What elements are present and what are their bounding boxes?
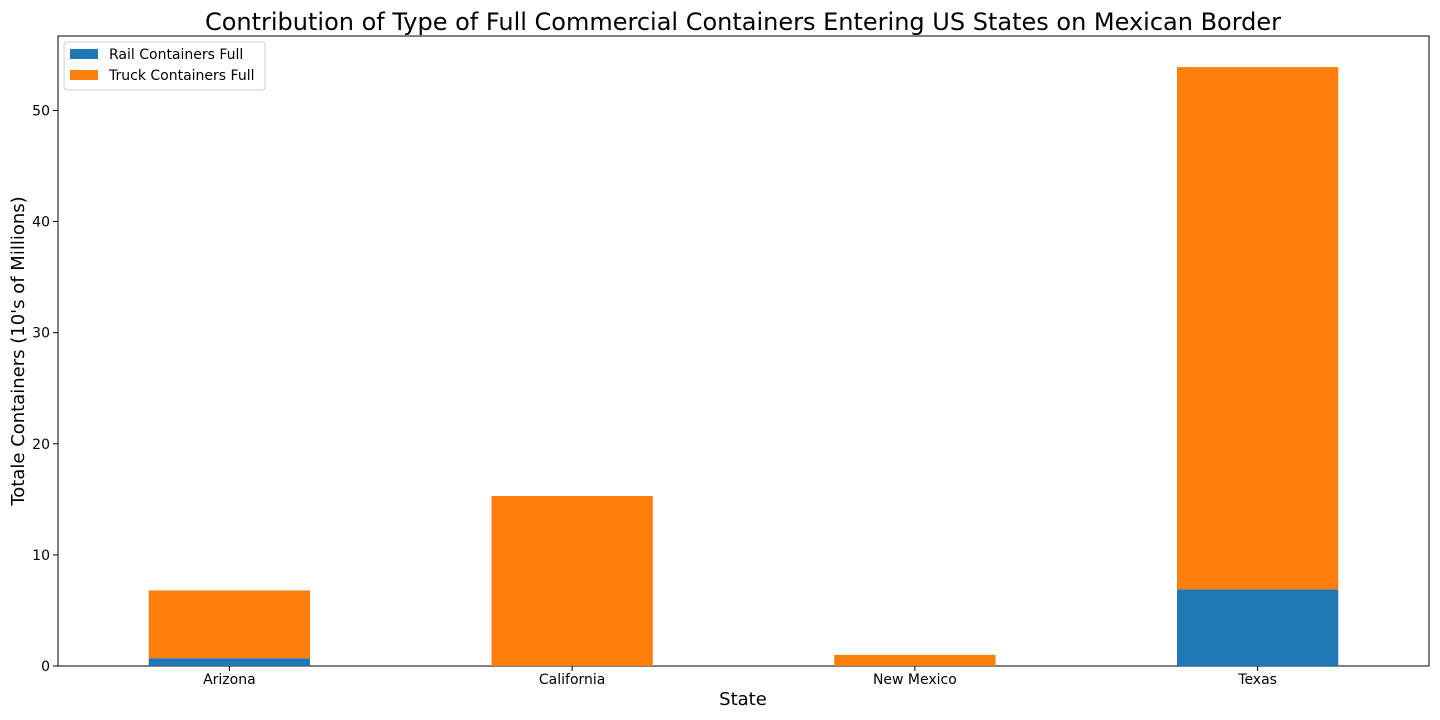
y-tick-label: 0 — [41, 659, 50, 675]
x-axis-ticks: Arizona California New Mexico Texas — [203, 666, 1277, 688]
y-tick-label: 10 — [32, 548, 50, 564]
legend-swatch-truck — [70, 70, 98, 80]
y-tick-label: 20 — [32, 437, 50, 453]
legend-frame — [63, 41, 266, 91]
bar-california-truck — [491, 496, 653, 666]
plot-area-frame — [57, 35, 1430, 667]
bar-arizona-rail — [148, 658, 311, 666]
legend-label-rail: Rail Containers Full — [109, 47, 243, 63]
x-axis-label: State — [719, 689, 767, 710]
bar-new-mexico-truck — [834, 654, 996, 666]
bar-texas-rail — [1176, 589, 1339, 666]
bar-arizona-truck — [148, 590, 311, 659]
y-tick-label: 40 — [32, 215, 50, 231]
y-tick-label: 30 — [32, 326, 50, 342]
x-tick-label-california: California — [539, 672, 605, 688]
legend-label-truck: Truck Containers Full — [108, 68, 254, 84]
y-tick-label: 50 — [32, 103, 50, 119]
bars-group — [148, 67, 1339, 666]
y-axis-label: Totale Containers (10's of Millions) — [8, 196, 29, 506]
x-tick-label-new-mexico: New Mexico — [873, 672, 957, 688]
legend: Rail Containers Full Truck Containers Fu… — [63, 41, 266, 91]
x-tick-label-texas: Texas — [1237, 672, 1277, 688]
bar-texas-truck — [1176, 67, 1339, 590]
chart-title: Contribution of Type of Full Commercial … — [205, 8, 1281, 36]
legend-swatch-rail — [70, 49, 98, 59]
y-axis-ticks: 0 10 20 30 40 50 — [32, 103, 58, 675]
x-tick-label-arizona: Arizona — [203, 672, 256, 688]
